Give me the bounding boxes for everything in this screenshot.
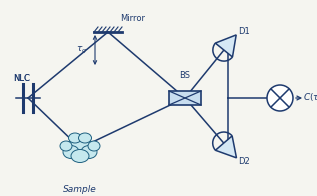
Circle shape bbox=[267, 85, 293, 111]
Ellipse shape bbox=[71, 150, 89, 162]
Text: BS: BS bbox=[179, 71, 191, 80]
Polygon shape bbox=[215, 136, 236, 158]
Text: $C(\tau_q)$: $C(\tau_q)$ bbox=[303, 92, 317, 104]
Text: D1: D1 bbox=[238, 26, 250, 35]
Text: NLC: NLC bbox=[14, 74, 30, 83]
Ellipse shape bbox=[69, 135, 91, 153]
Text: $\tau_q$: $\tau_q$ bbox=[76, 44, 87, 55]
Text: NLC: NLC bbox=[14, 74, 30, 83]
Text: D2: D2 bbox=[238, 158, 250, 166]
Ellipse shape bbox=[63, 145, 79, 159]
Text: Mirror: Mirror bbox=[120, 14, 145, 23]
Ellipse shape bbox=[68, 133, 81, 143]
Ellipse shape bbox=[81, 145, 97, 159]
Text: Sample: Sample bbox=[63, 185, 97, 194]
Polygon shape bbox=[215, 35, 236, 57]
Ellipse shape bbox=[60, 141, 72, 151]
Ellipse shape bbox=[88, 141, 100, 151]
Ellipse shape bbox=[79, 133, 92, 143]
Bar bbox=[169, 91, 201, 105]
